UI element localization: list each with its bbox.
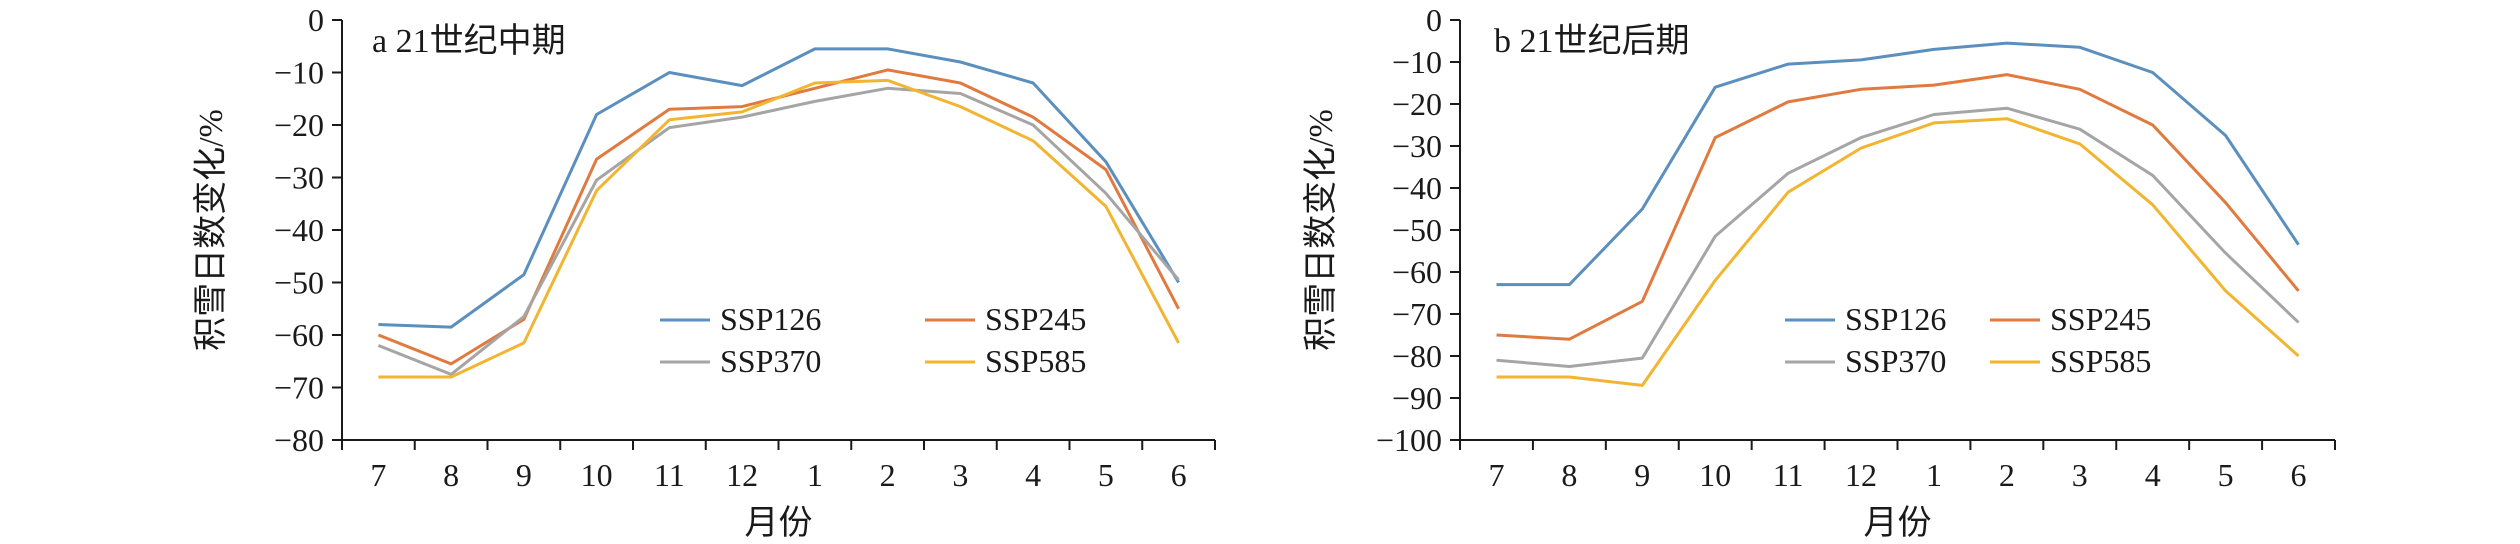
x-tick-label: 8 [443, 457, 459, 493]
x-tick-label: 10 [581, 457, 613, 493]
y-tick-label: −60 [1392, 254, 1442, 290]
y-tick-label: −50 [274, 265, 324, 301]
y-tick-label: −20 [1392, 86, 1442, 122]
series-line-ssp245 [1496, 73, 2300, 341]
legend-label: SSP245 [2050, 301, 2151, 337]
y-tick-label: −80 [1392, 338, 1442, 374]
series-line-ssp370 [377, 86, 1180, 376]
y-tick-label: −70 [1392, 296, 1442, 332]
x-tick-label: 12 [1845, 457, 1877, 493]
x-tick-label: 10 [1699, 457, 1731, 493]
panel-title: b 21世纪后期 [1494, 22, 1690, 60]
legend: SSP126 SSP245 SSP370 SSP585 [660, 301, 1086, 379]
y-tick-label: −50 [1392, 212, 1442, 248]
x-tick-label: 3 [952, 457, 968, 493]
y-tick-label: −60 [274, 317, 324, 353]
x-tick-label: 4 [2145, 457, 2161, 493]
series-line-ssp126 [378, 47, 1180, 329]
y-tick-label: −10 [274, 55, 324, 91]
y-tick-label: 0 [308, 2, 324, 38]
x-tick-label: 11 [1773, 457, 1804, 493]
series-line-ssp370 [1496, 106, 2300, 368]
y-tick-label: −100 [1376, 422, 1442, 458]
x-tick-label: 2 [880, 457, 896, 493]
y-tick-label: −20 [274, 107, 324, 143]
y-tick-label: −30 [1392, 128, 1442, 164]
legend-label: SSP585 [2050, 343, 2151, 379]
legend-label: SSP370 [720, 343, 821, 379]
x-tick-label: 12 [726, 457, 758, 493]
x-tick-label: 3 [2072, 457, 2088, 493]
y-tick-label: −30 [274, 160, 324, 196]
y-tick-label: −80 [274, 422, 324, 458]
chart-panel-a: 0−10−20−30−40−50−60−70−807 8 9 10 11 12 1 2 3 4 5 6… [192, 2, 1216, 542]
legend-label: SSP126 [1845, 301, 1946, 337]
x-tick-label: 6 [1171, 457, 1187, 493]
y-tick-label: −40 [1392, 170, 1442, 206]
y-tick-label: 0 [1426, 2, 1442, 38]
legend-label: SSP370 [1845, 343, 1946, 379]
x-tick-label: 7 [1488, 457, 1504, 493]
y-tick-label: −90 [1392, 380, 1442, 416]
x-tick-label: 1 [807, 457, 823, 493]
y-tick-label: −40 [274, 212, 324, 248]
x-tick-label: 5 [2218, 457, 2234, 493]
x-tick-label: 6 [2291, 457, 2307, 493]
series-line-ssp585 [1496, 117, 2300, 387]
x-tick-label: 9 [516, 457, 532, 493]
x-tick-label: 5 [1098, 457, 1114, 493]
x-tick-label: 1 [1926, 457, 1942, 493]
y-tick-label: −70 [274, 370, 324, 406]
x-tick-label: 9 [1634, 457, 1650, 493]
x-tick-label: 8 [1561, 457, 1577, 493]
x-axis-title: 月份 [1864, 505, 1932, 542]
legend-label: SSP245 [985, 301, 1086, 337]
legend-label: SSP585 [985, 343, 1086, 379]
legend-label: SSP126 [720, 301, 821, 337]
y-axis-title: 积雪日数变化/% [1302, 109, 1340, 351]
y-tick-label: −10 [1392, 44, 1442, 80]
panel-title: a 21世纪中期 [372, 22, 566, 60]
y-axis-title: 积雪日数变化/% [192, 109, 230, 351]
x-tick-label: 11 [654, 457, 685, 493]
x-tick-label: 7 [370, 457, 386, 493]
x-axis-title: 月份 [745, 505, 813, 542]
legend: SSP126 SSP245 SSP370 SSP585 [1785, 301, 2151, 379]
x-tick-label: 2 [1999, 457, 2015, 493]
series-line-ssp126 [1496, 41, 2300, 287]
x-tick-label: 4 [1025, 457, 1041, 493]
series-line-ssp585 [378, 78, 1180, 379]
